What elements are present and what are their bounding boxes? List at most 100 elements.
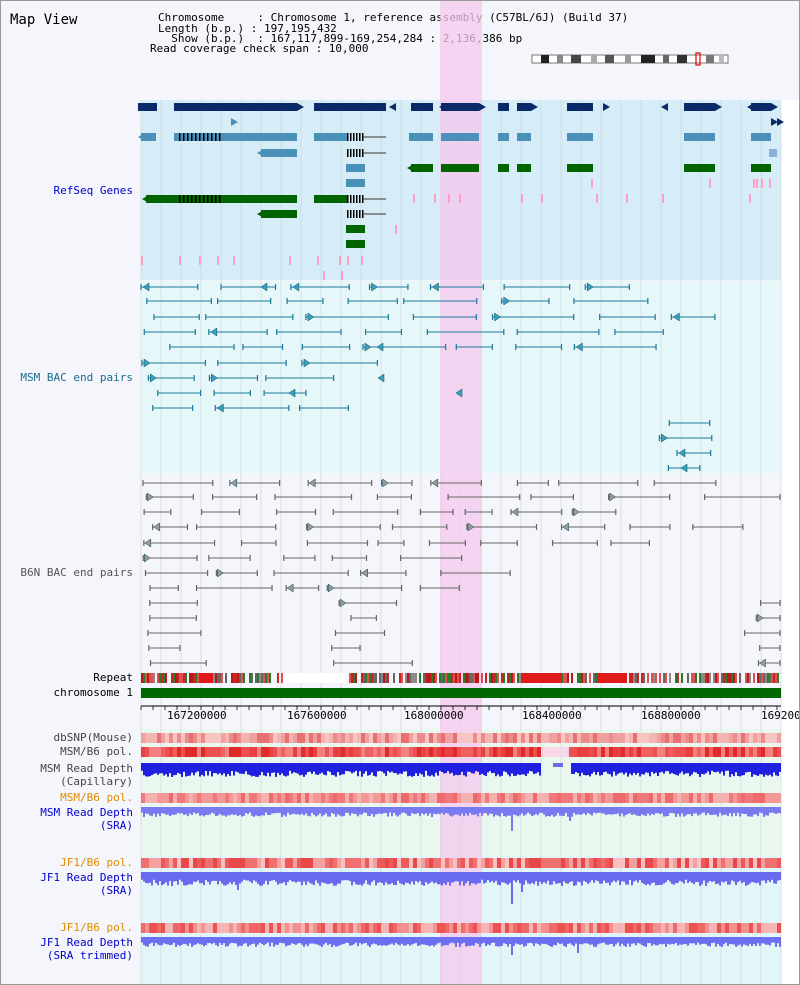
depth-bar <box>745 872 747 886</box>
depth-bar <box>571 763 573 774</box>
depth-bar <box>449 872 451 886</box>
depth-bar <box>767 937 769 945</box>
pol-cell <box>565 858 569 868</box>
pol-cell <box>321 923 325 933</box>
pol-cell <box>145 733 149 743</box>
depth-bar <box>239 872 241 884</box>
depth-bar <box>191 872 193 885</box>
depth-bar <box>371 763 373 773</box>
pol-cell <box>297 747 301 757</box>
depth-bar <box>587 872 589 884</box>
depth-bar <box>201 872 203 884</box>
pol-cell <box>357 733 361 743</box>
depth-bar <box>279 763 281 776</box>
pol-cell <box>521 747 525 757</box>
pol-cell <box>497 747 501 757</box>
pol-cell <box>641 793 645 803</box>
chromosome-ideogram[interactable] <box>531 52 729 66</box>
minor-mark <box>289 256 291 265</box>
depth-bar <box>665 807 667 817</box>
exon-stripe <box>195 133 197 141</box>
pol-cell <box>633 923 637 933</box>
minor-mark <box>596 194 598 203</box>
repeat-block <box>471 673 473 683</box>
pol-cell <box>373 858 377 868</box>
repeat-block <box>393 673 395 683</box>
depth-bar <box>491 937 493 943</box>
depth-bar <box>461 872 463 882</box>
pol-cell <box>369 858 373 868</box>
depth-bar <box>441 937 443 947</box>
repeat-block <box>581 673 583 683</box>
pol-cell <box>429 793 433 803</box>
depth-bar <box>629 763 631 774</box>
pol-cell <box>385 923 389 933</box>
depth-bar <box>717 763 719 772</box>
depth-bar <box>749 763 751 772</box>
depth-bar <box>157 937 159 945</box>
depth-bar <box>677 872 679 883</box>
polymorphism-tracks <box>141 733 781 933</box>
depth-bar <box>313 872 315 886</box>
pol-cell <box>225 793 229 803</box>
pol-cell <box>217 733 221 743</box>
repeat-block <box>239 673 241 683</box>
depth-bar <box>445 937 447 946</box>
depth-bar <box>261 763 263 773</box>
depth-bar <box>271 872 273 881</box>
pol-cell <box>677 733 681 743</box>
depth-bar <box>685 937 687 945</box>
depth-bar <box>389 937 391 945</box>
depth-bar <box>749 872 751 884</box>
pol-cell <box>281 923 285 933</box>
depth-bar <box>393 872 395 885</box>
pol-cell <box>461 793 465 803</box>
refseq-genes-track[interactable] <box>138 103 784 248</box>
depth-bar <box>423 807 425 815</box>
msm-bac-track[interactable] <box>140 282 716 473</box>
repeat-block <box>585 673 587 683</box>
b6n-bac-track[interactable] <box>142 478 781 668</box>
repeat-block <box>663 673 665 683</box>
depth-bar <box>691 872 693 883</box>
depth-bar <box>329 763 331 773</box>
pol-cell <box>281 858 285 868</box>
pol-cell <box>705 747 709 757</box>
depth-bar <box>565 872 567 884</box>
bac-end-marker <box>153 522 160 532</box>
depth-bar <box>281 763 283 774</box>
depth-bar <box>717 872 719 884</box>
chromosome-bar[interactable] <box>141 688 781 698</box>
depth-bar <box>151 807 153 817</box>
pol-cell <box>305 923 309 933</box>
depth-bar <box>425 937 427 945</box>
pol-cell <box>449 923 453 933</box>
depth-bar <box>757 807 759 817</box>
repeat-block <box>665 673 667 683</box>
depth-bar <box>285 937 287 947</box>
highlighted-region[interactable] <box>440 1 482 985</box>
pol-cell <box>553 747 557 757</box>
repeat-track[interactable] <box>141 673 779 683</box>
depth-bar <box>373 937 375 944</box>
pol-cell <box>613 747 617 757</box>
depth-bar <box>405 872 407 883</box>
minor-mark <box>448 194 450 203</box>
pol-cell <box>425 858 429 868</box>
pol-cell <box>165 858 169 868</box>
pol-cell <box>665 747 669 757</box>
pol-cell <box>425 733 429 743</box>
depth-bar <box>577 763 579 774</box>
depth-bar <box>761 763 763 775</box>
depth-bar <box>145 807 147 814</box>
pol-cell <box>561 747 565 757</box>
depth-bar <box>205 937 207 946</box>
repeat-block <box>677 673 679 683</box>
depth-bar <box>743 807 745 814</box>
pol-cell <box>301 793 305 803</box>
depth-bar <box>169 807 171 817</box>
depth-bar <box>471 872 473 884</box>
pol-cell <box>417 793 421 803</box>
depth-bar <box>357 872 359 885</box>
